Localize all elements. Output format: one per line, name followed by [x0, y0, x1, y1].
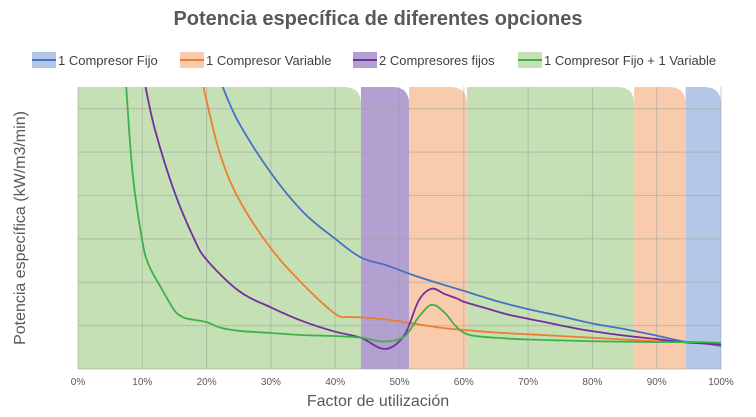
series-line-1-compresor-variable	[202, 87, 721, 344]
legend-item-1-compresor-variable: 1 Compresor Variable	[180, 50, 331, 70]
legend-item-1-compresor-fijo: 1 Compresor Fijo	[32, 50, 158, 70]
region-2-compresores-fijos-1	[360, 87, 410, 369]
legend-label: 1 Compresor Fijo + 1 Variable	[544, 52, 717, 68]
x-tick-label: 40%	[325, 377, 345, 388]
region-1-compresor-variable-2	[409, 87, 468, 369]
x-tick-label: 30%	[261, 377, 281, 388]
x-tick-label: 90%	[647, 377, 667, 388]
y-axis-title: Potencia específica (kW/m3/min)	[12, 111, 29, 345]
x-axis-title: Factor de utilización	[306, 393, 450, 410]
legend-swatch	[353, 52, 377, 68]
x-tick-label: 20%	[197, 377, 217, 388]
region-1-compresor-fijo-1-variable-0	[78, 87, 361, 369]
legend-label: 2 Compresores fijos	[379, 52, 495, 68]
series-line-1-compresor-fijo-1-variable	[125, 87, 721, 344]
legend-label: 1 Compresor Variable	[206, 52, 332, 68]
data-series	[125, 87, 721, 350]
legend: 1 Compresor Fijo 1 Compresor Variable 2 Co…	[0, 50, 756, 70]
series-line-1-compresor-fijo	[221, 87, 721, 347]
x-tick-label: 0%	[71, 377, 86, 388]
x-tick-label: 80%	[582, 377, 602, 388]
region-1-compresor-variable-4	[634, 87, 686, 369]
x-tick-label: 60%	[454, 377, 474, 388]
region-1-compresor-fijo-5	[685, 87, 721, 369]
x-tick-label: 50%	[389, 377, 409, 388]
chart-title: Potencia específica de diferentes opcion…	[173, 8, 583, 30]
x-axis-ticks: 0% 10% 20% 30% 40% 50% 60% 70% 80% 90% 100%	[71, 377, 734, 388]
gridlines	[77, 87, 722, 370]
legend-label: 1 Compresor Fijo	[58, 52, 158, 68]
x-tick-label: 70%	[518, 377, 538, 388]
legend-swatch	[32, 52, 56, 68]
legend-swatch	[180, 52, 204, 68]
x-tick-label: 10%	[132, 377, 152, 388]
legend-item-1-compresor-fijo-1-variable: 1 Compresor Fijo + 1 Variable	[518, 50, 716, 70]
x-tick-label: 100%	[708, 377, 734, 388]
series-line-2-compresores-fijos	[144, 87, 721, 350]
legend-item-2-compresores-fijos: 2 Compresores fijos	[353, 50, 495, 70]
legend-swatch	[518, 52, 542, 68]
